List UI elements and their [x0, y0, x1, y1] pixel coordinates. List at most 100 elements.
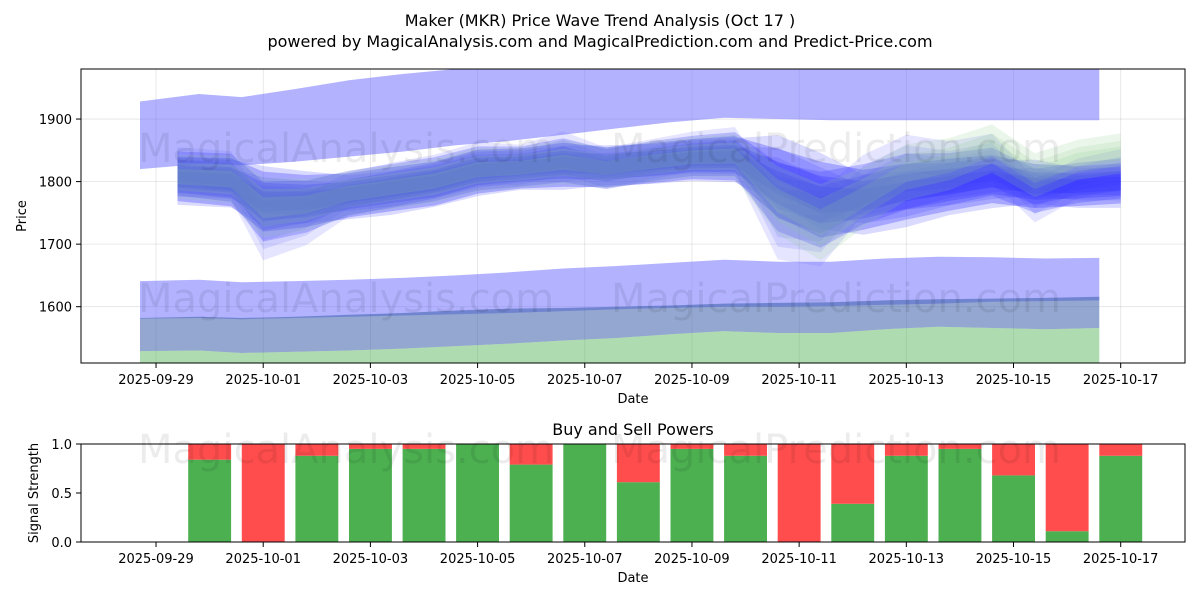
watermark-top-left-upper: MagicalAnalysis.com	[138, 126, 554, 172]
sell-bar-2025-10-11	[777, 444, 821, 542]
price-waves	[177, 124, 1121, 267]
sell-bar-2025-10-16	[1045, 444, 1089, 532]
wave-band-2-1	[177, 140, 1121, 234]
buy-bar-2025-10-15	[992, 475, 1035, 542]
bottom-y-axis-label: Signal Strength	[27, 443, 42, 543]
price-bands	[140, 69, 1100, 363]
top-x-tick-label-5: 2025-10-09	[654, 373, 730, 388]
upper-band	[140, 69, 1100, 170]
wave-band-3-1	[177, 144, 1121, 224]
top-chart-title: Maker (MKR) Price Wave Trend Analysis (O…	[405, 11, 795, 30]
wave-band-1-1	[177, 146, 1121, 224]
bottom-x-tick-label-5: 2025-10-09	[654, 552, 730, 567]
sell-bar-2025-10-17	[1099, 444, 1143, 456]
wave-band-4-2	[177, 140, 1121, 236]
sell-bar-2025-10-08	[616, 444, 660, 483]
bottom-x-axis-label: Date	[617, 571, 648, 586]
top-y-ticks: 1600 1700 1800 1900	[39, 113, 81, 316]
top-y-axis-label: Price	[15, 200, 30, 232]
watermark-top-right-lower: MagicalPrediction.com	[611, 276, 1061, 322]
top-plot-frame	[80, 68, 1186, 364]
top-y-tick-label-2: 1800	[39, 176, 72, 191]
sell-bar-2025-10-09	[670, 444, 714, 449]
top-x-tick-label-6: 2025-10-11	[761, 373, 837, 388]
top-x-tick-label-0: 2025-09-29	[118, 373, 194, 388]
wave-band-3-0	[177, 136, 1121, 238]
watermark-bottom-right: MagicalPrediction.com	[611, 427, 1061, 473]
top-y-tick-label-0: 1600	[39, 301, 72, 316]
sell-bar-2025-10-12	[831, 444, 875, 504]
bottom-x-ticks: 2025-09-29 2025-10-01 2025-10-03 2025-10-05…	[118, 542, 1158, 567]
top-x-tick-label-1: 2025-10-01	[225, 373, 301, 388]
wave-band-0-1	[177, 135, 1121, 253]
bottom-x-tick-label-9: 2025-10-17	[1083, 552, 1159, 567]
sell-bar-2025-10-14	[938, 444, 982, 449]
buy-bar-2025-10-06	[509, 464, 553, 542]
wave-band-2-0	[177, 132, 1121, 248]
buy-bar-2025-10-08	[616, 482, 660, 542]
wave-band-4-0	[177, 124, 1121, 261]
buy-bar-2025-10-12	[831, 503, 875, 542]
buy-bar-2025-10-04	[402, 448, 446, 542]
watermark-top-right-upper: MagicalPrediction.com	[611, 126, 1061, 172]
bottom-x-tick-label-0: 2025-09-29	[118, 552, 194, 567]
buy-bar-2025-10-17	[1099, 455, 1143, 542]
top-x-ticks: 2025-09-29 2025-10-01 2025-10-03 2025-10-05…	[118, 363, 1158, 388]
buy-bar-2025-10-05	[456, 444, 499, 542]
buy-bar-2025-09-30	[188, 459, 232, 542]
buy-bar-2025-10-14	[938, 448, 982, 542]
bottom-y-tick-label-0: 0.0	[51, 536, 72, 551]
wave-band-4-1	[177, 133, 1121, 246]
top-y-tick-label-1: 1700	[39, 238, 72, 253]
sell-bar-2025-10-01	[241, 444, 285, 542]
sell-bar-2025-10-15	[992, 444, 1035, 476]
buy-bar-2025-10-13	[884, 455, 928, 542]
wave-band-2-2	[177, 146, 1121, 223]
sell-bar-2025-10-13	[884, 444, 928, 456]
sell-bar-2025-10-02	[295, 444, 339, 456]
watermark-top-left-lower: MagicalAnalysis.com	[138, 276, 554, 322]
buy-bar-2025-10-10	[724, 455, 767, 542]
top-x-tick-label-9: 2025-10-17	[1083, 373, 1159, 388]
top-y-tick-label-3: 1900	[39, 113, 72, 128]
bottom-x-tick-label-8: 2025-10-15	[976, 552, 1052, 567]
price-wave-chart: MagicalAnalysis.com MagicalPrediction.co…	[15, 68, 1186, 407]
buy-bar-2025-10-16	[1045, 531, 1089, 542]
sell-bar-2025-09-30	[188, 444, 232, 460]
bottom-y-tick-label-1: 0.5	[51, 487, 72, 502]
bottom-x-tick-label-2: 2025-10-03	[333, 552, 409, 567]
bottom-x-tick-label-1: 2025-10-01	[225, 552, 301, 567]
wave-band-1-0	[177, 135, 1121, 235]
top-chart-subtitle: powered by MagicalAnalysis.com and Magic…	[267, 32, 932, 51]
sell-bar-2025-10-06	[509, 444, 553, 465]
watermark-bottom-left: MagicalAnalysis.com	[138, 427, 554, 473]
sell-bar-2025-10-03	[349, 444, 392, 449]
top-x-tick-label-4: 2025-10-07	[547, 373, 623, 388]
signal-bars	[188, 444, 1143, 542]
top-x-tick-label-7: 2025-10-13	[869, 373, 945, 388]
bottom-chart-title: Buy and Sell Powers	[552, 420, 714, 439]
sell-bar-2025-10-10	[724, 444, 767, 456]
bottom-y-ticks: 0.0 0.5 1.0	[51, 438, 81, 551]
top-x-tick-label-2: 2025-10-03	[333, 373, 409, 388]
buy-bar-2025-10-02	[295, 455, 339, 542]
wave-band-3-2	[177, 150, 1121, 213]
buy-bar-2025-10-03	[349, 448, 392, 542]
wave-band-0-0	[177, 127, 1121, 267]
top-x-axis-label: Date	[617, 392, 648, 407]
buy-bar-2025-10-09	[670, 448, 714, 542]
wave-band-0-2	[177, 141, 1121, 242]
green-band-overlap	[140, 296, 1100, 353]
bottom-x-tick-label-7: 2025-10-13	[869, 552, 945, 567]
bottom-x-tick-label-3: 2025-10-05	[440, 552, 516, 567]
top-x-tick-label-8: 2025-10-15	[976, 373, 1052, 388]
green-band-fill	[140, 326, 1100, 363]
buy-bar-2025-10-07	[563, 444, 607, 542]
sell-bar-2025-10-04	[402, 444, 446, 449]
top-x-tick-label-3: 2025-10-05	[440, 373, 516, 388]
buy-sell-chart: Buy and Sell Powers MagicalAnalysis.com …	[27, 420, 1186, 586]
bottom-x-tick-label-4: 2025-10-07	[547, 552, 623, 567]
wave-band-1-2	[177, 152, 1121, 216]
bottom-y-tick-label-2: 1.0	[51, 438, 72, 453]
